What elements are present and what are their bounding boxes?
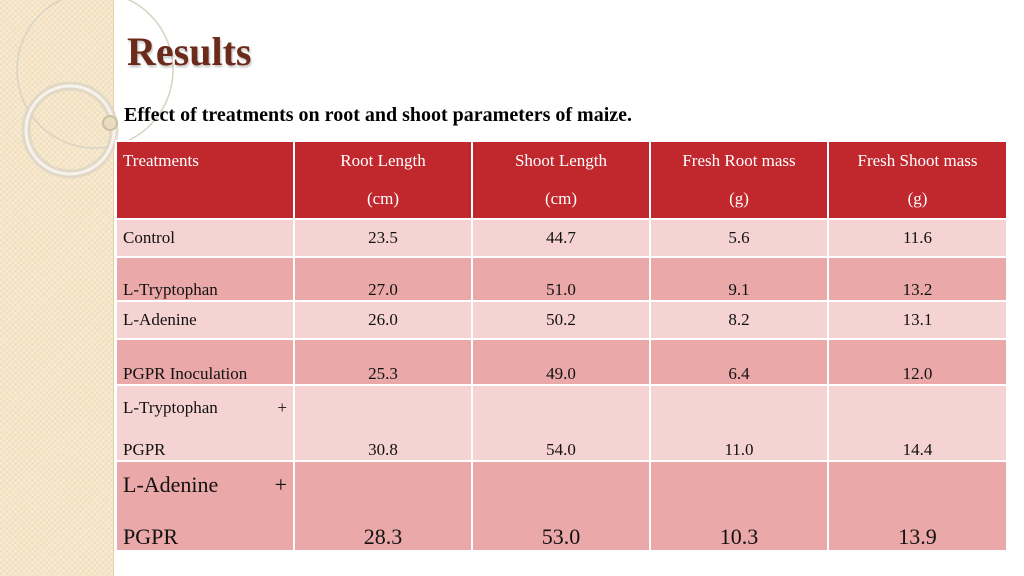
decorative-sidebar — [0, 0, 114, 576]
treatment-name: L-Tryptophan + PGPR — [115, 384, 295, 462]
treatment-name-part: PGPR — [123, 440, 166, 459]
header-root-length: Root Length (cm) — [293, 140, 473, 220]
treatment-name: Control — [115, 218, 295, 258]
fresh-shoot-mass-cell: 14.4 — [827, 384, 1008, 462]
table-header-row: Treatments Root Length (cm) Shoot Length… — [115, 140, 1008, 220]
treatment-name: L-Adenine — [115, 300, 295, 340]
fresh-shoot-mass-cell: 13.1 — [827, 300, 1008, 340]
shoot-length-cell: 50.2 — [471, 300, 651, 340]
treatment-name: L-Adenine + PGPR — [115, 460, 295, 552]
root-length-cell: 26.0 — [293, 300, 473, 340]
root-length-cell: 30.8 — [293, 384, 473, 462]
results-table: Treatments Root Length (cm) Shoot Length… — [115, 140, 1008, 552]
fresh-root-mass-cell: 8.2 — [649, 300, 829, 340]
shoot-length-cell: 54.0 — [471, 384, 651, 462]
fresh-shoot-mass-cell: 11.6 — [827, 218, 1008, 258]
shoot-length-cell: 44.7 — [471, 218, 651, 258]
fresh-root-mass-cell: 6.4 — [649, 338, 829, 386]
header-fresh-shoot-mass: Fresh Shoot mass (g) — [827, 140, 1008, 220]
shoot-length-cell: 53.0 — [471, 460, 651, 552]
table-row: L-Tryptophan 27.0 51.0 9.1 13.2 — [115, 256, 1008, 302]
fresh-root-mass-cell: 9.1 — [649, 256, 829, 302]
treatment-name-part: L-Adenine — [123, 472, 219, 497]
shoot-length-cell: 49.0 — [471, 338, 651, 386]
treatment-name: PGPR Inoculation — [115, 338, 295, 386]
root-length-cell: 27.0 — [293, 256, 473, 302]
fresh-shoot-mass-cell: 13.9 — [827, 460, 1008, 552]
slide-title: Results — [127, 29, 252, 74]
plus-sign: + — [277, 398, 287, 417]
root-length-cell: 25.3 — [293, 338, 473, 386]
fresh-shoot-mass-cell: 12.0 — [827, 338, 1008, 386]
table-row: PGPR Inoculation 25.3 49.0 6.4 12.0 — [115, 338, 1008, 386]
fresh-root-mass-cell: 10.3 — [649, 460, 829, 552]
root-length-cell: 28.3 — [293, 460, 473, 552]
header-treatments: Treatments — [115, 140, 295, 220]
treatment-name-part: L-Tryptophan — [123, 398, 218, 417]
fresh-root-mass-cell: 5.6 — [649, 218, 829, 258]
shoot-length-cell: 51.0 — [471, 256, 651, 302]
header-fresh-root-mass: Fresh Root mass (g) — [649, 140, 829, 220]
root-length-cell: 23.5 — [293, 218, 473, 258]
fresh-root-mass-cell: 11.0 — [649, 384, 829, 462]
header-shoot-length: Shoot Length (cm) — [471, 140, 651, 220]
table-row: L-Adenine + PGPR 28.3 53.0 10.3 13.9 — [115, 460, 1008, 552]
fresh-shoot-mass-cell: 13.2 — [827, 256, 1008, 302]
treatment-name-part: PGPR — [123, 524, 179, 549]
plus-sign: + — [274, 472, 287, 497]
table-row: Control 23.5 44.7 5.6 11.6 — [115, 218, 1008, 258]
treatment-name: L-Tryptophan — [115, 256, 295, 302]
table-row: L-Adenine 26.0 50.2 8.2 13.1 — [115, 300, 1008, 340]
table-caption: Effect of treatments on root and shoot p… — [124, 104, 633, 126]
table-row: L-Tryptophan + PGPR 30.8 54.0 11.0 14.4 — [115, 384, 1008, 462]
